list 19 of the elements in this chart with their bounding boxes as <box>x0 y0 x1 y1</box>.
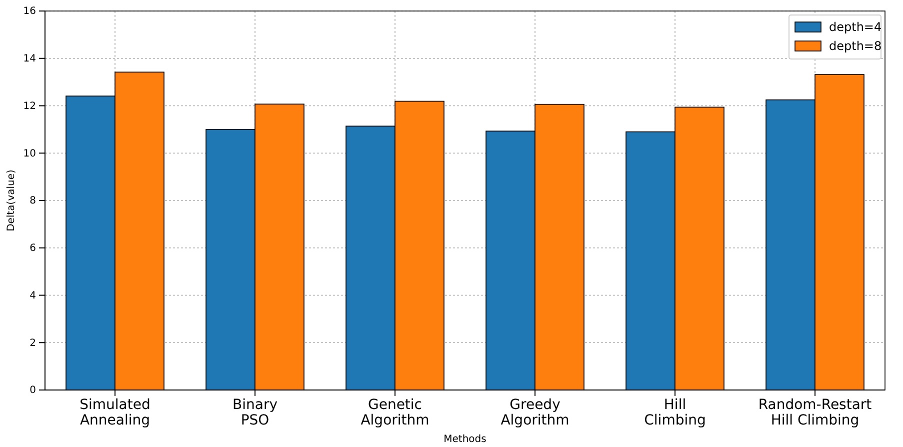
x-tick-label: Greedy Algorithm <box>500 396 570 428</box>
y-tick-label: 8 <box>30 196 36 207</box>
legend-label: depth=8 <box>829 39 882 53</box>
y-tick-label: 0 <box>30 385 36 396</box>
x-tick-label: Simulated Annealing <box>80 396 150 428</box>
y-tick-label: 10 <box>23 148 36 160</box>
x-tick-label: Genetic Algorithm <box>360 396 430 428</box>
x-axis-title: Methods <box>444 434 486 445</box>
y-tick-label: 12 <box>23 100 36 112</box>
y-axis-title: Delta(value) <box>6 170 17 232</box>
y-tick-label: 4 <box>30 290 36 302</box>
y-tick-label: 16 <box>23 6 36 18</box>
x-tick-label: Hill Climbing <box>644 396 706 428</box>
y-tick-label: 6 <box>30 243 36 254</box>
legend-label: depth=4 <box>829 20 882 34</box>
x-tick-label: Random-Restart Hill Climbing <box>758 396 872 428</box>
x-tick-label: Binary PSO <box>232 396 278 428</box>
y-tick-label: 2 <box>30 338 36 349</box>
y-tick-label: 14 <box>23 54 36 65</box>
